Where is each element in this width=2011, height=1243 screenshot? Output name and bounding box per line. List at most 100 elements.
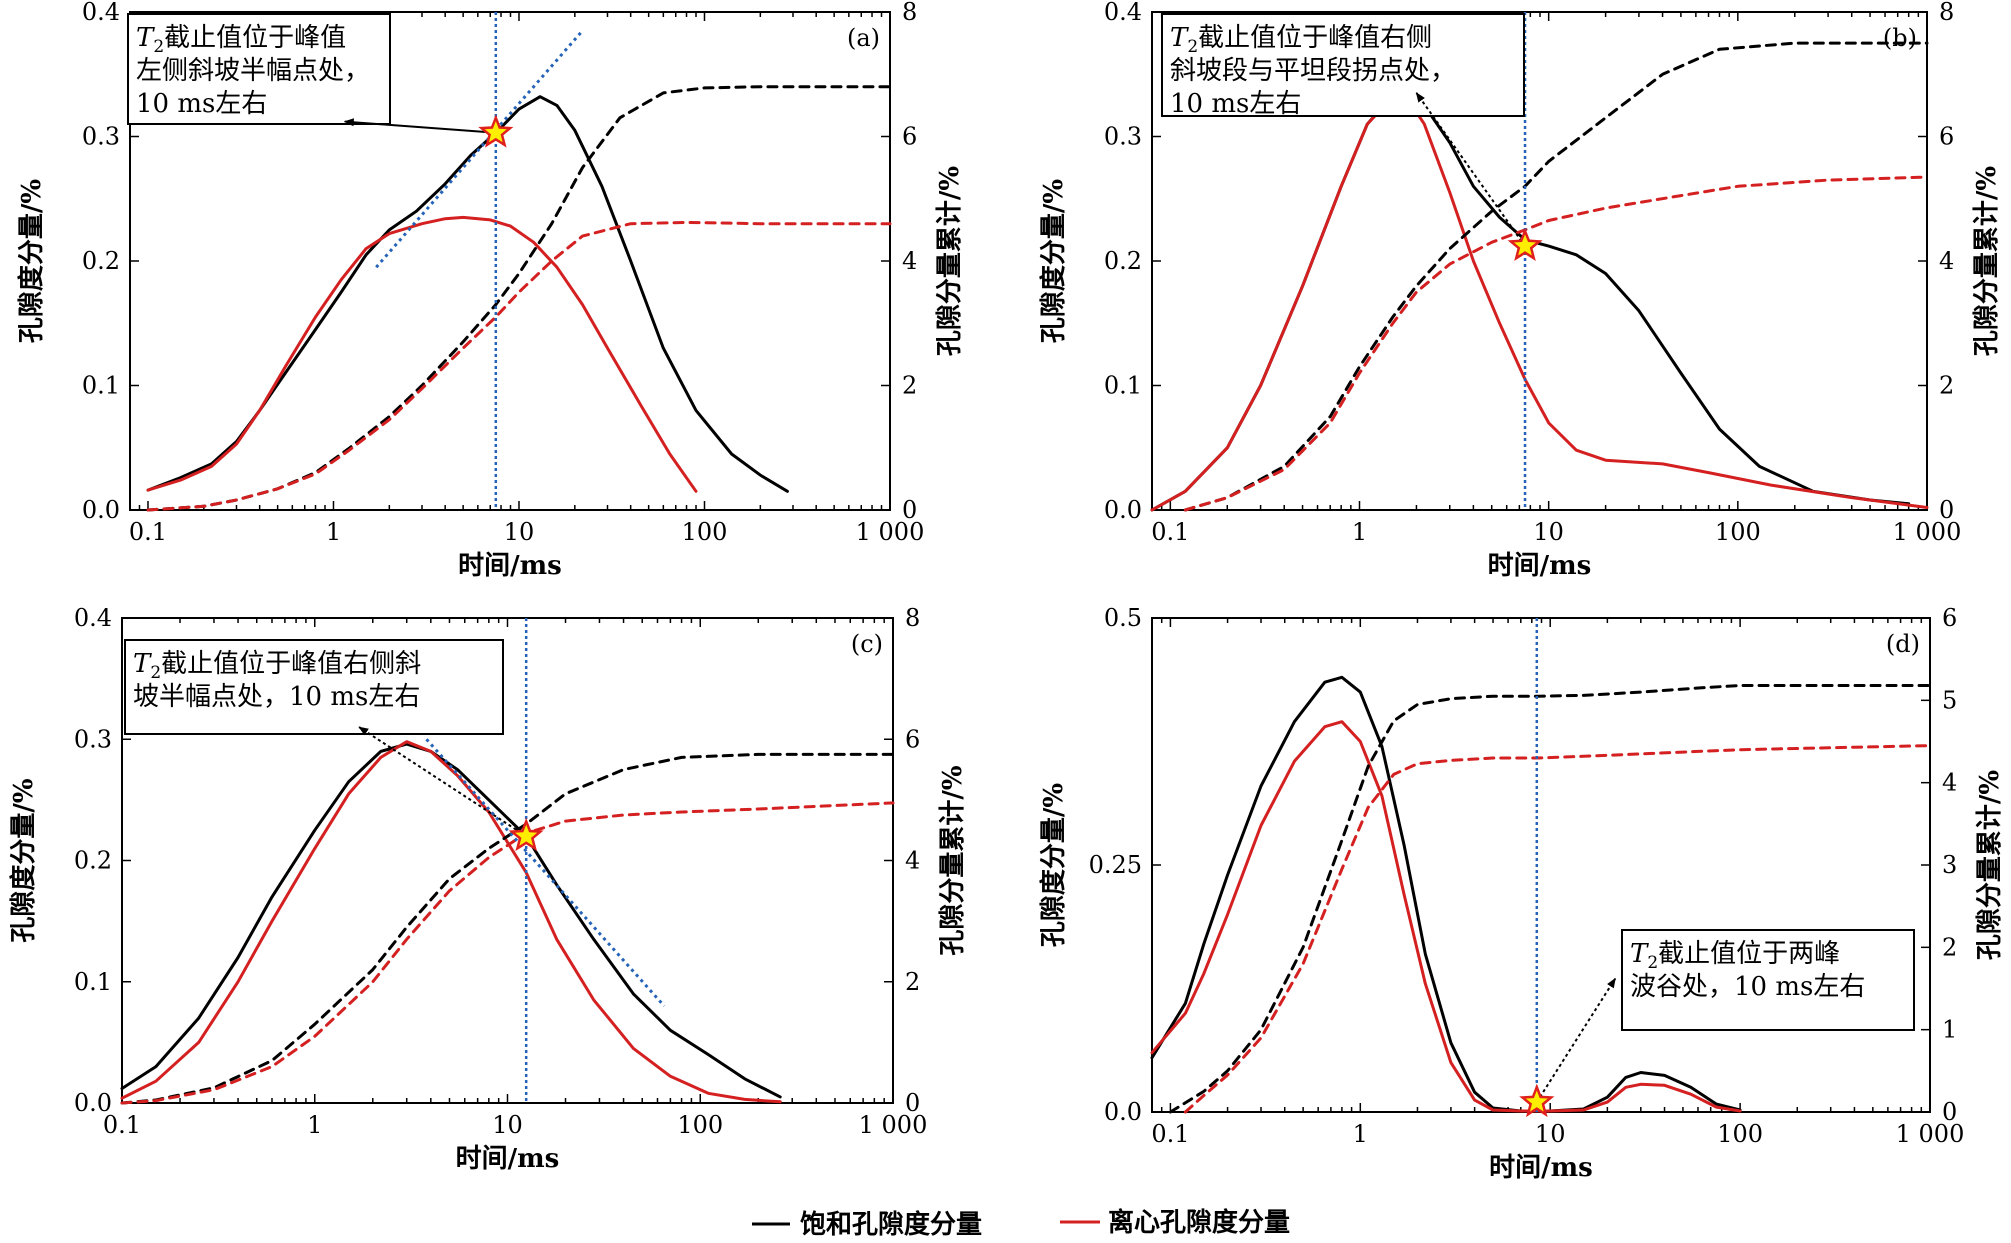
x-tick-label: 1 000	[1896, 1120, 1965, 1148]
x-tick-label: 10	[492, 1111, 523, 1139]
y-left-axis-title: 孔隙度分量/%	[8, 778, 39, 942]
cumulative-line-2	[1168, 684, 1932, 1114]
y-left-tick-label: 0.4	[82, 0, 120, 26]
x-tick-label: 100	[1715, 518, 1761, 546]
annotation-t2-line: T2截止值位于峰值右侧	[1170, 23, 1432, 57]
y-right-tick-label: 8	[1939, 0, 1954, 26]
annotation-arrow	[1415, 92, 1526, 247]
y-right-tick-label: 4	[1942, 769, 1957, 797]
y-right-axis-title: 孔隙分量累计/%	[1975, 770, 2005, 960]
annotation-line-0: 截止值位于峰值	[164, 23, 346, 53]
x-axis-title: 时间/ms	[1489, 1153, 1593, 1183]
y-left-tick-label: 0.4	[1104, 0, 1142, 26]
y-left-tick-label: 0.2	[1104, 247, 1142, 275]
y-left-axis-title: 孔隙度分量/%	[1038, 783, 1069, 947]
component-line-1	[1150, 95, 1929, 512]
annotation-line-1: 波谷处，10 ms左右	[1630, 972, 1865, 1002]
x-tick-label: 100	[677, 1111, 723, 1139]
x-tick-label: 0.1	[129, 518, 167, 546]
y-left-tick-label: 0.0	[1104, 1098, 1142, 1126]
t2-symbol: T	[1170, 23, 1189, 53]
x-tick-label: 10	[504, 518, 535, 546]
annotation-arrow	[358, 726, 527, 838]
panel-a: 0.1 1 10 100 1 000 0.0 0.1 0.2 0.3 0.4 0 2 4 6 8 时间/ms 孔…	[16, 0, 965, 581]
y-right-tick-label: 4	[1939, 247, 1954, 275]
y-right-tick-label: 5	[1942, 686, 1957, 714]
t2-subscript: 2	[153, 37, 164, 57]
y-left-tick-label: 0.1	[82, 372, 120, 400]
cutoff-star-marker	[1507, 227, 1543, 261]
panel-c: 0.1 1 10 100 1 0000.00.10.20.30.402468时间/ms孔…	[8, 604, 968, 1174]
y-right-tick-label: 0	[1942, 1098, 1957, 1126]
y-left-tick-label: 0.3	[74, 725, 112, 753]
annotation-t2-line: T2截止值位于峰值右侧斜	[133, 649, 421, 683]
component-line-1	[1150, 720, 1742, 1113]
y-right-tick-label: 2	[902, 372, 917, 400]
cumulative-line-2	[146, 85, 892, 512]
annotation-box	[127, 13, 391, 125]
y-right-axis-title: 孔隙分量累计/%	[938, 765, 968, 955]
x-tick-label: 1	[1353, 1120, 1368, 1148]
component-line-0	[120, 742, 782, 1099]
component-line-1	[146, 215, 698, 493]
annotation-t2-line: T2截止值位于峰值	[136, 23, 346, 57]
cumulative-line-3	[120, 801, 895, 1105]
y-right-tick-label: 0	[902, 496, 917, 524]
y-left-tick-label: 0.0	[74, 1089, 112, 1117]
cumulative-line-3	[146, 220, 892, 512]
annotation-box	[124, 639, 504, 735]
cumulative-line-3	[1183, 175, 1929, 512]
y-right-tick-label: 2	[1942, 933, 1957, 961]
x-axis-title: 时间/ms	[456, 1144, 560, 1174]
x-tick-label: 1	[326, 518, 341, 546]
y-right-tick-label: 2	[1939, 372, 1954, 400]
y-left-tick-label: 0.25	[1089, 851, 1142, 879]
y-left-tick-label: 0.4	[74, 604, 112, 632]
t2-subscript: 2	[150, 663, 161, 683]
y-left-tick-label: 0.5	[1104, 604, 1142, 632]
annotation-line-0: 截止值位于峰值右侧	[1198, 23, 1432, 53]
t2-subscript: 2	[1187, 37, 1198, 57]
t2-subscript: 2	[1647, 953, 1658, 973]
panel-label: (a)	[847, 24, 880, 52]
y-right-tick-label: 0	[1939, 496, 1954, 524]
t2-symbol: T	[1630, 939, 1649, 969]
annotation-line-2: 10 ms左右	[136, 89, 267, 119]
x-tick-label: 10	[1535, 1120, 1566, 1148]
cumulative-line-2	[1183, 41, 1929, 512]
x-tick-label: 1 000	[856, 518, 925, 546]
y-right-tick-label: 6	[905, 725, 920, 753]
y-left-tick-label: 0.2	[82, 247, 120, 275]
component-line-0	[1150, 675, 1742, 1113]
y-left-axis-title: 孔隙度分量/%	[16, 179, 47, 343]
annotation-line-1: 左侧斜坡半幅点处，	[136, 56, 370, 86]
annotation-line-0: 截止值位于两峰	[1658, 939, 1840, 969]
y-left-tick-label: 0.2	[74, 847, 112, 875]
annotation-line-0: 截止值位于峰值右侧斜	[161, 649, 421, 679]
legend: 饱和孔隙度分量 离心孔隙度分量	[752, 1207, 1290, 1240]
x-tick-label: 100	[1717, 1120, 1763, 1148]
x-tick-label: 1	[307, 1111, 322, 1139]
x-tick-label: 0.1	[1151, 1120, 1189, 1148]
x-tick-label: 100	[682, 518, 728, 546]
tangent-line	[375, 29, 584, 269]
y-left-tick-label: 0.3	[82, 123, 120, 151]
cumulative-line-3	[1183, 744, 1932, 1114]
y-right-tick-label: 6	[902, 123, 917, 151]
cutoff-star-marker	[508, 817, 544, 852]
y-right-axis-title: 孔隙分量累计/%	[1972, 166, 2002, 356]
y-right-tick-label: 6	[1939, 123, 1954, 151]
y-right-tick-label: 1	[1942, 1016, 1957, 1044]
y-right-tick-label: 0	[905, 1089, 920, 1117]
x-tick-label: 0.1	[103, 1111, 141, 1139]
y-left-tick-label: 0.0	[1104, 496, 1142, 524]
x-axis-title: 时间/ms	[458, 551, 562, 581]
x-tick-label: 10	[1533, 518, 1564, 546]
annotation-t2-line: T2截止值位于两峰	[1630, 939, 1840, 973]
y-right-axis-title: 孔隙分量累计/%	[935, 166, 965, 356]
annotation-box	[1621, 929, 1915, 1031]
x-tick-label: 1 000	[859, 1111, 928, 1139]
x-tick-label: 0.1	[1151, 518, 1189, 546]
cumulative-line-2	[120, 752, 895, 1105]
